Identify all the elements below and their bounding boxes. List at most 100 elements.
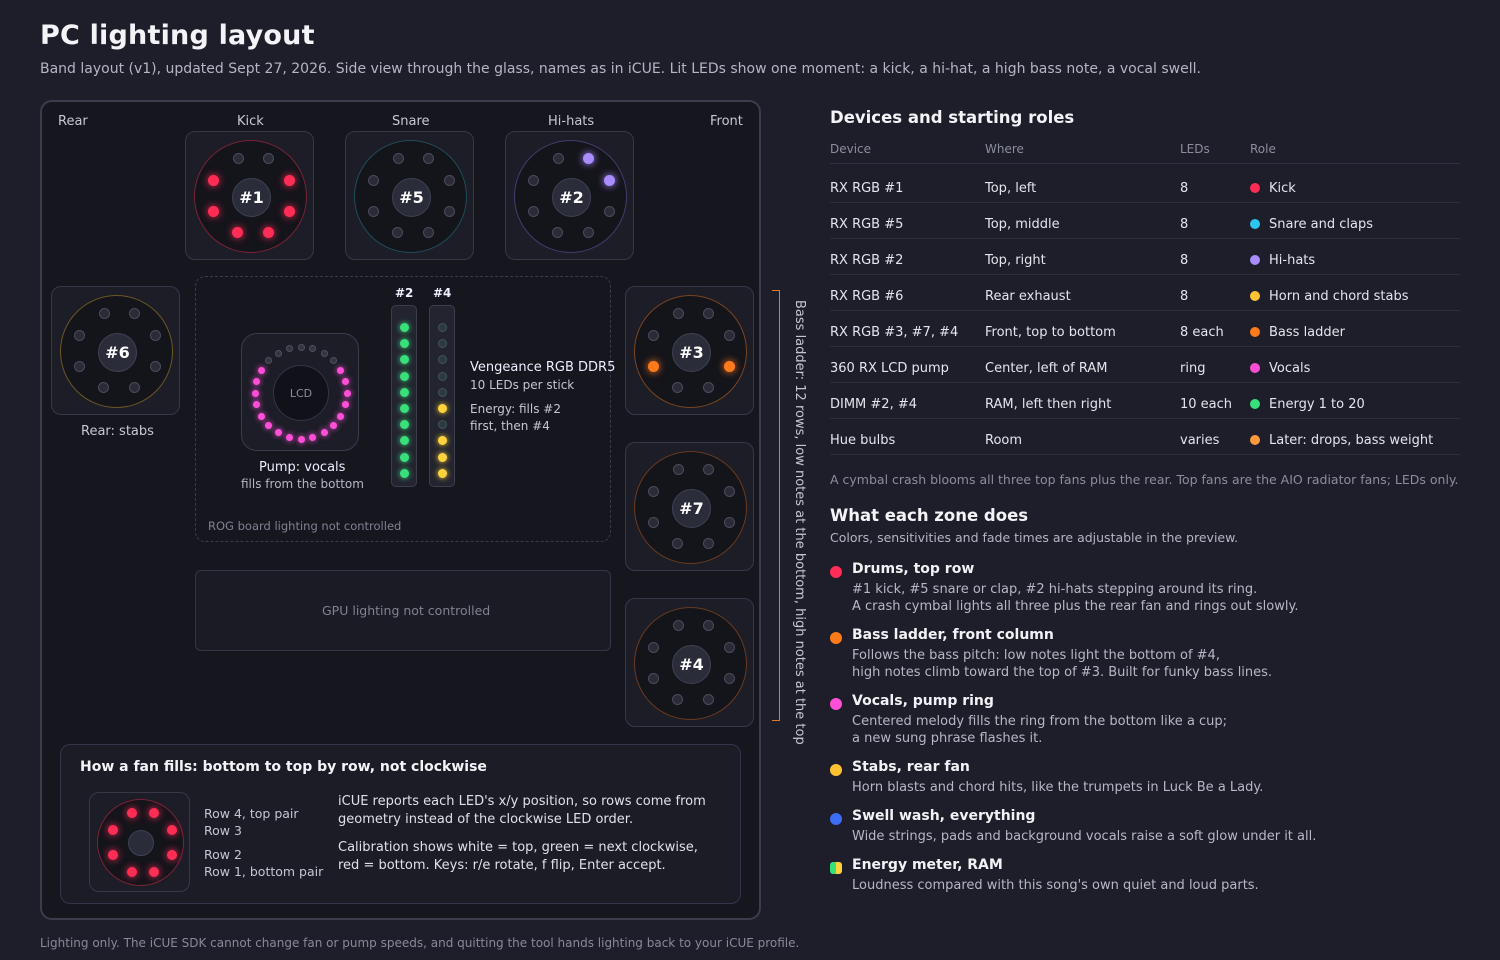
ram-energy-2: first, then #4 — [470, 419, 550, 433]
table-row[interactable]: RX RGB #5 Top, middle 8 Snare and claps — [830, 203, 1460, 239]
fill-example-fan — [89, 792, 190, 892]
zone-desc: Centered melody fills the ring from the … — [852, 713, 1472, 747]
fill-row-4: Row 4, top pair — [204, 806, 299, 821]
zone-title: Energy meter, RAM — [852, 857, 1003, 873]
fan-2-hihats[interactable]: #2 — [505, 131, 634, 260]
pump-led — [253, 401, 261, 409]
role-cell: Kick — [1250, 181, 1296, 196]
zone-desc: #1 kick, #5 snare or clap, #2 hi-hats st… — [852, 581, 1472, 615]
pump-led — [309, 433, 317, 441]
role-text: Snare and claps — [1269, 217, 1373, 232]
table-row[interactable]: 360 RX LCD pump Center, left of RAM ring Vo… — [830, 347, 1460, 383]
pump-led — [320, 349, 328, 357]
devices-table-header: Device Where LEDs Role — [830, 135, 1460, 164]
col-device: Device — [830, 142, 872, 156]
fan-4-front-bottom[interactable]: #4 — [625, 598, 754, 727]
leds-cell: varies — [1180, 433, 1220, 448]
zone-color-dot — [830, 813, 842, 825]
fan-6-id: #6 — [98, 333, 137, 372]
hihats-label: Hi-hats — [548, 114, 595, 129]
fan-7-front-middle[interactable]: #7 — [625, 442, 754, 571]
fill-example-ring — [97, 799, 184, 886]
snare-label: Snare — [392, 114, 430, 129]
device-cell: RX RGB #3, #7, #4 — [830, 325, 959, 340]
role-cell: Bass ladder — [1250, 325, 1345, 340]
zone-title: Drums, top row — [852, 561, 975, 577]
ram-led — [400, 355, 409, 365]
zones-subtitle: Colors, sensitivities and fade times are… — [830, 530, 1239, 545]
ram-leds: 10 LEDs per stick — [470, 378, 575, 392]
ram-led — [438, 420, 447, 430]
leds-cell: 8 each — [1180, 325, 1224, 340]
ram-energy-1: Energy: fills #2 — [470, 402, 561, 416]
zone-desc-line-1: Horn blasts and chord hits, like the tru… — [852, 780, 1264, 795]
ram-led — [400, 339, 409, 349]
table-row[interactable]: RX RGB #2 Top, right 8 Hi-hats — [830, 239, 1460, 275]
table-row[interactable]: Hue bulbs Room varies Later: drops, bass we… — [830, 419, 1460, 455]
table-row[interactable]: DIMM #2, #4 RAM, left then right 10 each En… — [830, 383, 1460, 419]
pump-led — [330, 356, 338, 364]
zone-color-dot — [830, 698, 842, 710]
page-title: PC lighting layout — [40, 20, 315, 51]
where-cell: Room — [985, 433, 1023, 448]
zone-desc-line-2: high notes climb toward the top of #3. B… — [852, 665, 1273, 680]
role-cell: Hi-hats — [1250, 253, 1315, 268]
table-row[interactable]: RX RGB #1 Top, left 8 Kick — [830, 167, 1460, 203]
leds-cell: ring — [1180, 361, 1206, 376]
pump-led — [285, 345, 293, 353]
zone-color-dot — [830, 632, 842, 644]
where-cell: Top, left — [985, 181, 1037, 196]
fan-ring: #2 — [514, 140, 627, 253]
fan-3-front-top[interactable]: #3 — [625, 286, 754, 415]
ram-led — [438, 355, 447, 365]
zone-desc: Loudness compared with this song's own q… — [852, 877, 1472, 894]
col-where: Where — [985, 142, 1024, 156]
role-color-dot — [1250, 183, 1260, 193]
table-row[interactable]: RX RGB #6 Rear exhaust 8 Horn and chord sta… — [830, 275, 1460, 311]
fan-5-snare[interactable]: #5 — [345, 131, 474, 260]
pump-led — [337, 366, 345, 374]
leds-cell: 8 — [1180, 253, 1189, 268]
pump-led — [330, 422, 338, 430]
device-cell: Hue bulbs — [830, 433, 896, 448]
zone-desc-line-2: a new sung phrase flashes it. — [852, 731, 1043, 746]
fan-1-kick[interactable]: #1 — [185, 131, 314, 260]
dimm-2-label: #2 — [395, 286, 414, 300]
zone-desc-line-1: Follows the bass pitch: low notes light … — [852, 648, 1220, 663]
kick-label: Kick — [237, 114, 264, 129]
table-row[interactable]: RX RGB #3, #7, #4 Front, top to bottom 8 e… — [830, 311, 1460, 347]
fill-example-hub — [128, 830, 154, 856]
fan-ring: #5 — [354, 140, 467, 253]
role-color-dot — [1250, 399, 1260, 409]
zone-title: Stabs, rear fan — [852, 759, 970, 775]
fan-ring: #7 — [634, 451, 747, 564]
dimm-2-stick[interactable] — [391, 305, 417, 487]
zone-title: Vocals, pump ring — [852, 693, 994, 709]
zone-desc: Horn blasts and chord hits, like the tru… — [852, 779, 1472, 796]
pump-led — [257, 412, 265, 420]
pump-led — [341, 401, 349, 409]
dimm-4-stick[interactable] — [429, 305, 455, 487]
devices-title: Devices and starting roles — [830, 108, 1075, 127]
where-cell: Rear exhaust — [985, 289, 1071, 304]
ram-led — [438, 436, 447, 446]
role-text: Bass ladder — [1269, 325, 1345, 340]
fill-text-2b: red = bottom. Keys: r/e rotate, f flip, … — [338, 858, 666, 873]
fan-ring: #4 — [634, 607, 747, 720]
zone-desc-line-2: A crash cymbal lights all three plus the… — [852, 599, 1299, 614]
ram-led — [438, 371, 447, 381]
zone-title: Swell wash, everything — [852, 808, 1036, 824]
gpu-note: GPU lighting not controlled — [322, 603, 491, 618]
fill-row-2: Row 2 — [204, 847, 242, 862]
pump-led — [285, 433, 293, 441]
pump-led — [274, 349, 282, 357]
ram-led — [438, 452, 447, 462]
fan-6-rear[interactable]: #6 — [51, 286, 180, 415]
pump-head[interactable]: LCD — [241, 333, 359, 451]
pump-lcd: LCD — [273, 365, 329, 421]
leds-cell: 8 — [1180, 181, 1189, 196]
device-cell: RX RGB #5 — [830, 217, 904, 232]
role-text: Later: drops, bass weight — [1269, 433, 1434, 448]
pump-led — [264, 356, 272, 364]
where-cell: RAM, left then right — [985, 397, 1112, 412]
